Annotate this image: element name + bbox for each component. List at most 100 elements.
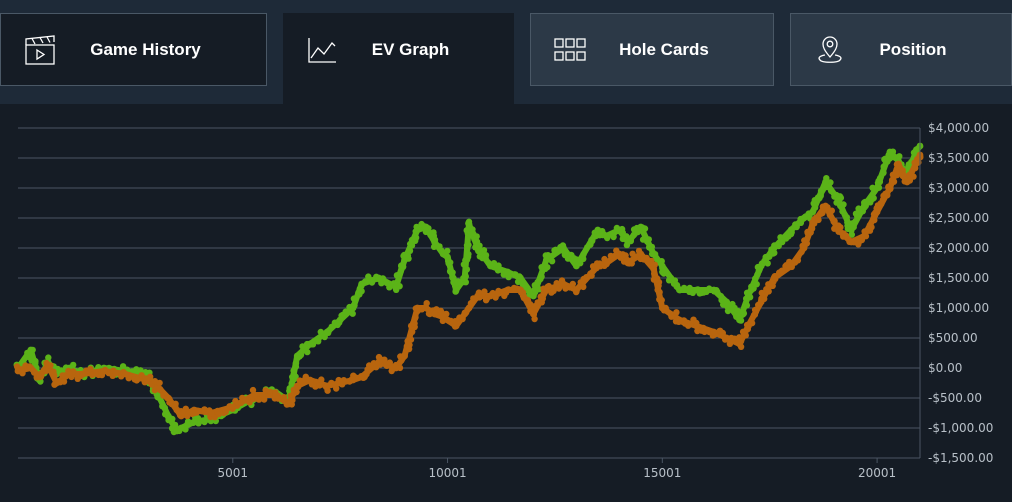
y-tick-label: $3,500.00 [928, 151, 989, 165]
data-point [349, 304, 357, 312]
tab-label: Hole Cards [619, 39, 709, 59]
tab-label: Position [879, 39, 947, 59]
data-point [895, 160, 902, 168]
series-point [741, 330, 748, 338]
series-point [363, 371, 370, 378]
data-point [156, 385, 164, 393]
data-point [822, 202, 829, 210]
data-point [542, 286, 550, 294]
data-point [474, 244, 481, 252]
data-point [336, 316, 344, 324]
gridlines [18, 127, 920, 459]
data-point [615, 250, 623, 258]
series-point [412, 234, 420, 241]
data-point [693, 286, 700, 294]
series-point [182, 405, 189, 412]
data-point [375, 274, 383, 282]
series-point [184, 412, 191, 420]
tab-bar: Game History EV Graph Hole Cards Positio… [0, 0, 1012, 104]
series-point [342, 308, 349, 315]
data-point [710, 286, 718, 294]
series-point [662, 268, 669, 275]
series-point [828, 207, 835, 214]
y-tick-label: $1,500.00 [928, 271, 989, 285]
data-point [787, 226, 795, 234]
series-point [880, 163, 887, 170]
series-point [550, 287, 557, 295]
data-point [650, 250, 658, 258]
tab-hole-cards[interactable]: Hole Cards [530, 13, 774, 86]
data-point [431, 238, 438, 246]
series-point [758, 289, 765, 297]
data-point [461, 310, 469, 318]
data-point [487, 292, 494, 300]
series-point [292, 373, 299, 380]
data-point [658, 304, 666, 312]
data-point [736, 340, 743, 348]
series-point [665, 277, 673, 284]
series-point [656, 289, 663, 296]
series-point [87, 365, 94, 373]
data-point [444, 253, 451, 261]
x-tick-label: 20001 [858, 466, 896, 480]
data-point [444, 316, 451, 324]
data-point [560, 280, 567, 288]
series-point [505, 273, 512, 281]
series-point [60, 378, 68, 385]
y-tick-label: $4,000.00 [928, 121, 989, 135]
series-point [719, 329, 726, 337]
data-point [358, 280, 365, 288]
series-point [411, 315, 419, 322]
series-point [580, 250, 587, 258]
series-point [765, 288, 772, 295]
data-point [229, 403, 237, 411]
data-point [809, 208, 816, 216]
y-tick-label: -$1,500.00 [928, 451, 993, 465]
series-point [292, 360, 300, 367]
series-point [870, 194, 877, 202]
data-point [323, 328, 331, 336]
series-point [358, 288, 365, 295]
data-point [637, 250, 645, 258]
series-point [899, 171, 907, 179]
data-point [250, 391, 258, 399]
data-point [757, 262, 765, 270]
data-point [452, 286, 460, 294]
data-point [886, 148, 894, 156]
series-point [526, 301, 533, 308]
data-point [603, 259, 610, 267]
series-point [726, 340, 734, 347]
series-point [580, 283, 587, 291]
series-point [793, 223, 800, 231]
data-point [517, 274, 524, 282]
series-point [222, 407, 229, 414]
series-point [827, 187, 835, 194]
data-point [787, 262, 795, 270]
series-point [852, 210, 860, 217]
tab-ev-graph[interactable]: EV Graph [283, 13, 514, 104]
data-point [401, 352, 408, 360]
series-point [817, 192, 824, 199]
data-point [358, 373, 365, 381]
data-point [860, 232, 868, 240]
data-point [66, 370, 73, 378]
data-point [757, 298, 765, 306]
tab-game-history[interactable]: Game History [0, 13, 267, 86]
series-point [261, 396, 268, 403]
series-point [352, 295, 359, 303]
line-chart-icon [308, 38, 336, 63]
tab-position[interactable]: Position [790, 13, 1012, 86]
data-point [637, 223, 645, 231]
series-point [538, 273, 545, 280]
data-point [873, 208, 881, 216]
data-point [736, 316, 743, 324]
y-tick-label: $3,000.00 [928, 181, 989, 195]
series-point [764, 260, 771, 267]
series-point [839, 208, 846, 215]
data-point [349, 376, 357, 384]
data-point [723, 298, 731, 306]
data-point [504, 268, 511, 276]
ev-graph-chart: -$1,500.00 -$1,000.00 -$500.00 $0.00 $500.00… [13, 121, 993, 480]
data-point [658, 262, 666, 270]
data-point [809, 220, 816, 228]
